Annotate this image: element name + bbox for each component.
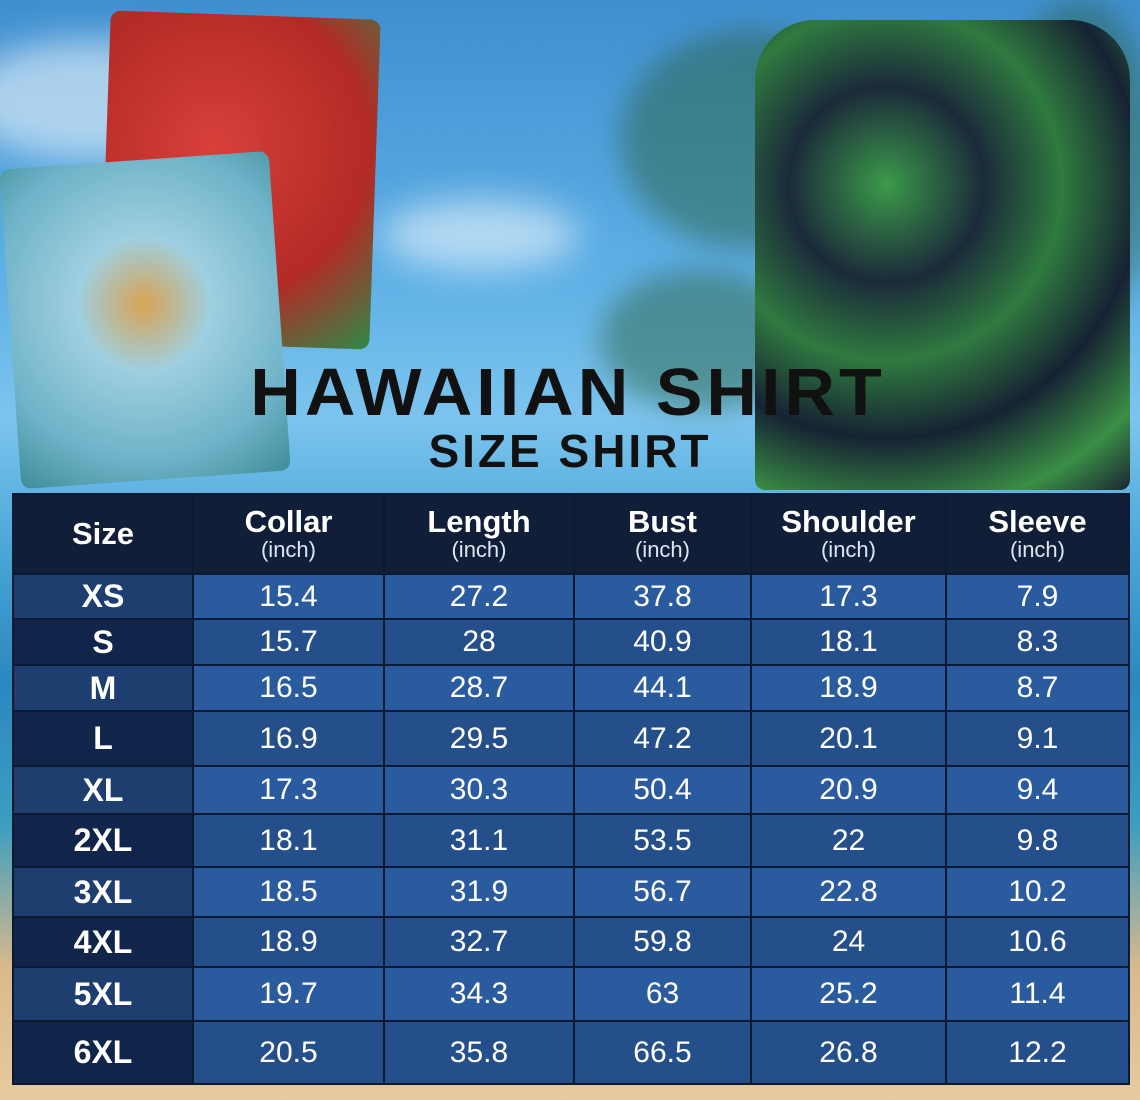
value-cell: 28 xyxy=(383,618,575,666)
table-row: XL 17.3 30.3 50.4 20.9 9.4 xyxy=(12,765,1130,815)
size-cell: 3XL xyxy=(12,866,194,918)
model-shirt-image xyxy=(755,20,1130,490)
value-cell: 18.1 xyxy=(192,813,385,868)
size-table: Size Collar (inch) Length (inch) Bust (inch) Sh… xyxy=(12,493,1130,1085)
value-cell: 47.2 xyxy=(573,710,752,767)
table-row: 6XL 20.5 35.8 66.5 26.8 12.2 xyxy=(12,1020,1130,1085)
value-cell: 18.9 xyxy=(192,916,385,968)
column-label: Sleeve xyxy=(988,504,1087,539)
value-cell: 10.6 xyxy=(945,916,1130,968)
value-cell: 20.9 xyxy=(750,765,947,815)
size-cell: S xyxy=(12,618,194,666)
value-cell: 40.9 xyxy=(573,618,752,666)
value-cell: 10.2 xyxy=(945,866,1130,918)
value-cell: 16.9 xyxy=(192,710,385,767)
value-cell: 18.9 xyxy=(750,664,947,712)
value-cell: 18.5 xyxy=(192,866,385,918)
value-cell: 12.2 xyxy=(945,1020,1130,1085)
column-header-bust: Bust (inch) xyxy=(573,493,752,575)
value-cell: 31.9 xyxy=(383,866,575,918)
value-cell: 9.4 xyxy=(945,765,1130,815)
value-cell: 15.7 xyxy=(192,618,385,666)
size-cell: XS xyxy=(12,573,194,620)
value-cell: 35.8 xyxy=(383,1020,575,1085)
value-cell: 31.1 xyxy=(383,813,575,868)
value-cell: 15.4 xyxy=(192,573,385,620)
value-cell: 20.1 xyxy=(750,710,947,767)
value-cell: 59.8 xyxy=(573,916,752,968)
size-cell: 5XL xyxy=(12,966,194,1022)
value-cell: 44.1 xyxy=(573,664,752,712)
value-cell: 27.2 xyxy=(383,573,575,620)
size-cell: M xyxy=(12,664,194,712)
value-cell: 29.5 xyxy=(383,710,575,767)
table-row: 2XL 18.1 31.1 53.5 22 9.8 xyxy=(12,813,1130,868)
column-label: Length xyxy=(427,504,531,539)
value-cell: 63 xyxy=(573,966,752,1022)
column-header-length: Length (inch) xyxy=(383,493,575,575)
value-cell: 25.2 xyxy=(750,966,947,1022)
table-row: XS 15.4 27.2 37.8 17.3 7.9 xyxy=(12,573,1130,620)
value-cell: 22.8 xyxy=(750,866,947,918)
value-cell: 32.7 xyxy=(383,916,575,968)
table-header-row: Size Collar (inch) Length (inch) Bust (inch) Sh… xyxy=(12,493,1130,575)
value-cell: 53.5 xyxy=(573,813,752,868)
column-unit: (inch) xyxy=(820,537,876,562)
value-cell: 24 xyxy=(750,916,947,968)
value-cell: 20.5 xyxy=(192,1020,385,1085)
size-cell: XL xyxy=(12,765,194,815)
table-row: 4XL 18.9 32.7 59.8 24 10.6 xyxy=(12,916,1130,968)
value-cell: 8.3 xyxy=(945,618,1130,666)
page-title: HAWAIIAN SHIRT xyxy=(250,354,886,430)
column-header-collar: Collar (inch) xyxy=(192,493,385,575)
value-cell: 7.9 xyxy=(945,573,1130,620)
value-cell: 37.8 xyxy=(573,573,752,620)
value-cell: 18.1 xyxy=(750,618,947,666)
size-cell: L xyxy=(12,710,194,767)
column-unit: (inch) xyxy=(634,537,690,562)
table-row: 5XL 19.7 34.3 63 25.2 11.4 xyxy=(12,966,1130,1022)
column-label: Shoulder xyxy=(781,504,916,539)
value-cell: 26.8 xyxy=(750,1020,947,1085)
column-label: Size xyxy=(71,516,135,551)
size-cell: 4XL xyxy=(12,916,194,968)
value-cell: 11.4 xyxy=(945,966,1130,1022)
value-cell: 28.7 xyxy=(383,664,575,712)
value-cell: 22 xyxy=(750,813,947,868)
value-cell: 56.7 xyxy=(573,866,752,918)
table-row: L 16.9 29.5 47.2 20.1 9.1 xyxy=(12,710,1130,767)
value-cell: 16.5 xyxy=(192,664,385,712)
column-header-shoulder: Shoulder (inch) xyxy=(750,493,947,575)
value-cell: 66.5 xyxy=(573,1020,752,1085)
size-cell: 2XL xyxy=(12,813,194,868)
column-unit: (inch) xyxy=(451,537,507,562)
table-row: S 15.7 28 40.9 18.1 8.3 xyxy=(12,618,1130,666)
value-cell: 9.1 xyxy=(945,710,1130,767)
value-cell: 9.8 xyxy=(945,813,1130,868)
column-header-sleeve: Sleeve (inch) xyxy=(945,493,1130,575)
table-row: 3XL 18.5 31.9 56.7 22.8 10.2 xyxy=(12,866,1130,918)
value-cell: 34.3 xyxy=(383,966,575,1022)
page-subtitle: SIZE SHIRT xyxy=(428,425,712,477)
value-cell: 17.3 xyxy=(750,573,947,620)
value-cell: 8.7 xyxy=(945,664,1130,712)
column-header-size: Size xyxy=(12,493,194,575)
value-cell: 17.3 xyxy=(192,765,385,815)
size-cell: 6XL xyxy=(12,1020,194,1085)
value-cell: 19.7 xyxy=(192,966,385,1022)
column-label: Bust xyxy=(628,504,697,539)
column-unit: (inch) xyxy=(260,537,316,562)
value-cell: 30.3 xyxy=(383,765,575,815)
column-unit: (inch) xyxy=(1009,537,1065,562)
column-label: Collar xyxy=(244,504,333,539)
value-cell: 50.4 xyxy=(573,765,752,815)
table-row: M 16.5 28.7 44.1 18.9 8.7 xyxy=(12,664,1130,712)
